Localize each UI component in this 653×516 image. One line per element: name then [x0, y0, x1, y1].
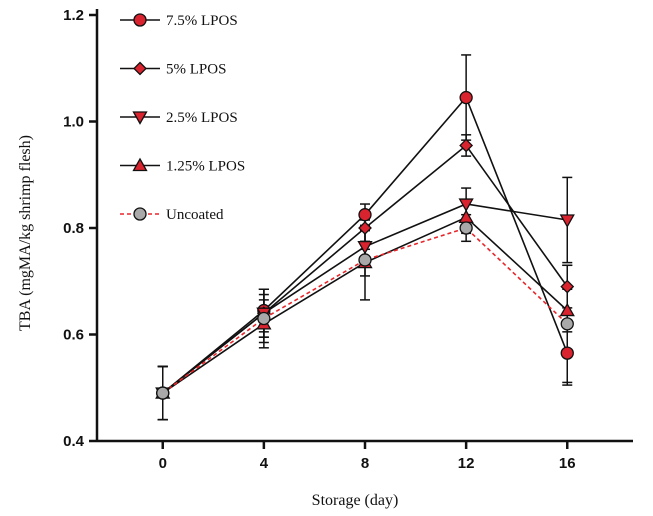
legend-label: Uncoated — [166, 207, 224, 223]
y-axis-title: TBA (mgMA/kg shrimp flesh) — [17, 135, 34, 331]
data-point — [560, 346, 574, 360]
legend-label: 7.5% LPOS — [166, 13, 238, 29]
data-point — [459, 221, 473, 235]
data-point — [257, 311, 271, 326]
legend-marker — [133, 13, 147, 27]
y-tick-label: 1.0 — [63, 114, 84, 131]
x-tick-label: 4 — [260, 455, 269, 472]
x-tick-label: 0 — [159, 455, 167, 472]
legend-item: 5% LPOS — [120, 62, 226, 78]
legend-item: 7.5% LPOS — [120, 13, 238, 29]
y-tick-label: 0.4 — [63, 433, 85, 450]
data-point — [357, 240, 373, 255]
data-point — [560, 279, 575, 294]
x-axis-title: Storage (day) — [312, 492, 399, 509]
data-point — [358, 253, 372, 267]
legend-label: 5% LPOS — [166, 62, 226, 78]
legend: 7.5% LPOS 5% LPOS 2.5% LPOS 1.25% LPOS Uncoa… — [120, 13, 245, 223]
y-tick-label: 1.2 — [63, 7, 84, 24]
data-point — [358, 208, 372, 222]
legend-label: 1.25% LPOS — [166, 159, 245, 175]
legend-item: 2.5% LPOS — [120, 110, 238, 126]
legend-item: 1.25% LPOS — [120, 157, 245, 175]
data-point — [459, 138, 474, 153]
legend-marker — [132, 157, 148, 172]
series-line — [162, 227, 568, 394]
series-markers-4 — [156, 221, 574, 400]
x-tick-label: 12 — [458, 455, 475, 472]
plot-area — [155, 54, 575, 421]
x-tick-label: 8 — [361, 455, 369, 472]
data-point — [559, 214, 575, 228]
y-tick-label: 0.6 — [63, 327, 84, 344]
legend-marker — [132, 111, 148, 125]
legend-item: Uncoated — [120, 207, 224, 223]
data-point — [358, 221, 372, 235]
legend-marker — [133, 61, 147, 76]
y-tick-label: 0.8 — [63, 220, 84, 237]
data-point — [156, 386, 170, 400]
data-point — [458, 198, 474, 212]
data-point — [559, 302, 575, 317]
data-point — [458, 209, 474, 224]
legend-marker — [133, 207, 147, 221]
data-point — [459, 90, 473, 105]
data-point — [560, 317, 574, 331]
legend-label: 2.5% LPOS — [166, 110, 238, 126]
x-tick-label: 16 — [559, 455, 576, 472]
